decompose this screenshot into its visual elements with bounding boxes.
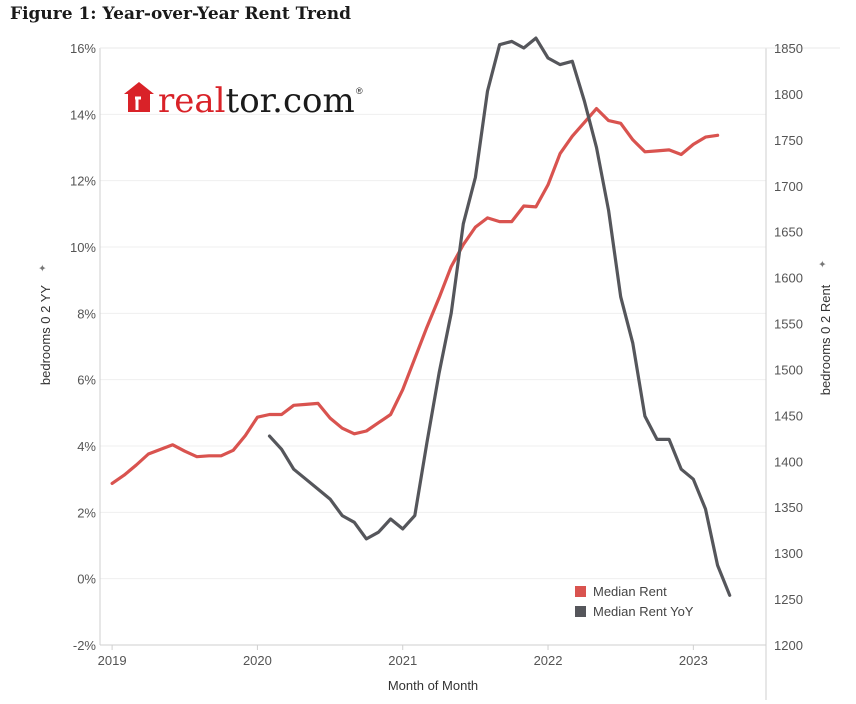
y-right-tick-label: 1450 <box>774 408 803 423</box>
y-right-tick-label: 1800 <box>774 87 803 102</box>
svg-text:realtor.com: realtor.com <box>158 81 355 121</box>
x-tick-label: 2019 <box>98 653 127 668</box>
y-left-tick-label: -2% <box>73 638 97 653</box>
y-right-tick-label: 1200 <box>774 638 803 653</box>
logo-text-red: real <box>158 81 226 121</box>
y-right-label: bedrooms 0 2 Rent <box>818 284 833 395</box>
y-right-tick-label: 1500 <box>774 362 803 377</box>
y-left-tick-label: 10% <box>70 240 96 255</box>
legend-swatch-median-rent-yoy <box>575 606 586 617</box>
legend: Median Rent Median Rent YoY <box>575 584 694 619</box>
logo-text-dark: tor.com <box>226 81 355 121</box>
x-tick-label: 2022 <box>534 653 563 668</box>
y-right-tick-label: 1700 <box>774 179 803 194</box>
y-left-pin-icon: ✦ <box>38 264 49 272</box>
legend-label-median-rent-yoy: Median Rent YoY <box>593 604 694 619</box>
y-right-tick-label: 1850 <box>774 41 803 56</box>
y-left-tick-label: 6% <box>77 373 96 388</box>
y-right-tick-label: 1750 <box>774 133 803 148</box>
legend-label-median-rent: Median Rent <box>593 584 667 599</box>
y-left-tick-label: 14% <box>70 107 96 122</box>
y-left-tick-label: 4% <box>77 439 96 454</box>
y-right-tick-label: 1250 <box>774 592 803 607</box>
y-right-pin-icon: ✦ <box>818 260 829 268</box>
y-left-tick-label: 16% <box>70 41 96 56</box>
y-left-tick-label: 12% <box>70 174 96 189</box>
y-right-tick-label: 1600 <box>774 271 803 286</box>
y-right-tick-label: 1300 <box>774 546 803 561</box>
legend-swatch-median-rent <box>575 586 586 597</box>
y-left-tick-label: 0% <box>77 572 96 587</box>
y-left-tick-label: 2% <box>77 505 96 520</box>
x-tick-label: 2020 <box>243 653 272 668</box>
realtor-logo: realtor.com ® <box>124 81 363 121</box>
y-right-tick-label: 1350 <box>774 500 803 515</box>
y-right-tick-label: 1650 <box>774 225 803 240</box>
x-axis-label: Month of Month <box>388 678 478 693</box>
x-tick-label: 2021 <box>388 653 417 668</box>
series-line-median-rent-yoy <box>267 36 732 597</box>
y-right-tick-label: 1400 <box>774 454 803 469</box>
x-tick-label: 2023 <box>679 653 708 668</box>
figure-title: Figure 1: Year-over-Year Rent Trend <box>10 4 352 24</box>
series <box>110 36 732 597</box>
logo-registered: ® <box>356 86 363 96</box>
series-line-median-rent <box>110 106 720 485</box>
y-left-label: bedrooms 0 2 YY <box>38 285 53 386</box>
y-left-tick-label: 8% <box>77 306 96 321</box>
y-right-tick-label: 1550 <box>774 317 803 332</box>
tick-labels: -2% 0% 2% 4% 6% 8% 10% 12% 14% 16% 1200 1250 1300 135… <box>70 41 803 668</box>
